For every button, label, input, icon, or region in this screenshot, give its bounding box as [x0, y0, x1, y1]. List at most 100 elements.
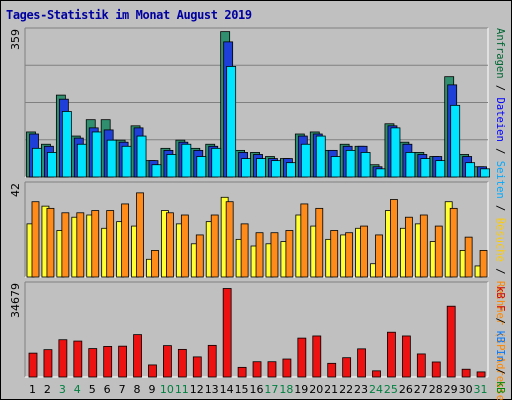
- bar-kbf-23: [357, 348, 366, 378]
- bar-kbf-30: [461, 368, 471, 378]
- x-tick-label-7: 7: [119, 383, 126, 396]
- bar-seiten-3: [61, 111, 72, 178]
- x-tick-label-19: 19: [294, 383, 308, 396]
- x-tick-label-3: 3: [59, 383, 66, 396]
- bar-seiten-2: [47, 152, 57, 178]
- bar-kbf-1: [28, 352, 38, 378]
- bar-seiten-9: [151, 164, 162, 178]
- bar-rechner-7: [121, 203, 130, 278]
- x-tick-label-24: 24: [369, 383, 383, 396]
- bar-seiten-17: [271, 160, 281, 178]
- x-tick-label-9: 9: [148, 383, 155, 396]
- y-max-label-1: 359: [9, 29, 22, 50]
- bar-rechner-24: [375, 234, 383, 278]
- bar-kbf-29: [446, 305, 456, 378]
- bar-kbf-16: [252, 361, 262, 378]
- x-tick-label-5: 5: [89, 383, 96, 396]
- legend-panel-3-item-4: kB Out: [494, 381, 506, 400]
- bar-seiten-4: [76, 143, 87, 178]
- x-tick-label-6: 6: [104, 383, 111, 396]
- bar-seiten-28: [435, 160, 446, 178]
- bar-seiten-26: [405, 152, 416, 178]
- bar-kbf-20: [312, 335, 322, 378]
- bar-seiten-13: [211, 147, 222, 178]
- bar-seiten-18: [286, 162, 296, 178]
- x-tick-label-31: 31: [474, 383, 488, 396]
- bar-kbf-12: [192, 356, 202, 378]
- bar-kbf-13: [207, 344, 217, 378]
- bar-kbf-28: [431, 361, 441, 378]
- bar-seiten-8: [136, 135, 147, 178]
- bar-rechner-20: [315, 207, 324, 278]
- legend-panel-3-item-0: kB F: [494, 286, 506, 311]
- bar-rechner-8: [136, 192, 144, 278]
- bar-kbf-7: [118, 345, 128, 378]
- bar-rechner-1: [31, 201, 40, 278]
- legend-panel-3: kB F / kB In / kB Out: [494, 286, 506, 400]
- bar-rechner-2: [46, 207, 55, 278]
- x-tick-label-10: 10: [160, 383, 174, 396]
- bar-rechner-12: [195, 234, 204, 278]
- x-tick-label-29: 29: [444, 383, 458, 396]
- bar-seiten-31: [480, 168, 490, 178]
- bar-rechner-14: [225, 201, 234, 278]
- panel-3: [25, 282, 488, 377]
- bar-kbf-4: [73, 340, 83, 378]
- y-max-label-2: 42: [9, 183, 22, 197]
- bar-seiten-7: [121, 145, 132, 178]
- legend-panel-1: Anfragen / Dateien / Seiten / Besuche / …: [494, 28, 506, 400]
- x-tick-label-16: 16: [250, 383, 264, 396]
- legend-panel-1-item-3: /: [494, 142, 506, 161]
- bar-seiten-12: [196, 156, 207, 178]
- bar-seiten-22: [345, 149, 356, 178]
- bar-rechner-16: [255, 232, 264, 278]
- bar-kbf-24: [372, 370, 381, 378]
- legend-panel-1-item-2: Dateien: [494, 98, 506, 142]
- bar-rechner-4: [76, 212, 85, 278]
- bar-seiten-20: [315, 135, 326, 178]
- legend-panel-1-item-0: Anfragen: [494, 28, 506, 79]
- bar-kbf-14: [222, 288, 232, 378]
- bar-rechner-9: [151, 250, 159, 278]
- bar-seiten-27: [420, 158, 431, 178]
- bar-seiten-29: [450, 104, 461, 178]
- legend-panel-3-item-3: /: [494, 362, 506, 381]
- bar-rechner-10: [166, 212, 174, 278]
- legend-panel-1-item-6: Besuche: [494, 218, 506, 262]
- legend-panel-3-item-1: /: [494, 311, 506, 330]
- bar-seiten-23: [360, 152, 371, 178]
- x-tick-label-2: 2: [44, 383, 51, 396]
- bar-kbf-18: [282, 358, 292, 378]
- x-tick-label-13: 13: [205, 383, 219, 396]
- bar-rechner-6: [106, 210, 115, 278]
- x-tick-label-15: 15: [235, 383, 249, 396]
- x-tick-label-21: 21: [324, 383, 338, 396]
- x-tick-label-4: 4: [74, 383, 81, 396]
- bar-kbf-19: [297, 337, 307, 378]
- x-tick-label-26: 26: [399, 383, 413, 396]
- legend-panel-1-item-7: /: [494, 262, 506, 281]
- bar-kbf-17: [267, 361, 277, 378]
- x-tick-label-12: 12: [190, 383, 204, 396]
- bar-seiten-24: [375, 168, 386, 178]
- bar-rechner-23: [360, 225, 368, 278]
- bar-kbf-11: [177, 348, 187, 378]
- bar-kbf-22: [342, 357, 352, 378]
- bar-rechner-31: [479, 250, 488, 278]
- bar-kbf-10: [163, 345, 172, 378]
- bar-rechner-3: [61, 212, 70, 278]
- bar-rechner-30: [464, 236, 473, 278]
- x-tick-label-28: 28: [429, 383, 443, 396]
- bar-kbf-3: [58, 339, 68, 378]
- bar-rechner-5: [91, 210, 100, 278]
- bar-rechner-21: [330, 230, 339, 278]
- bar-kbf-5: [88, 348, 98, 378]
- x-tick-label-18: 18: [279, 383, 293, 396]
- legend-panel-3-item-2: kB In: [494, 330, 506, 362]
- bar-rechner-28: [434, 225, 443, 278]
- bar-kbf-27: [416, 353, 426, 378]
- bar-rechner-29: [449, 207, 458, 278]
- bar-seiten-15: [241, 158, 251, 178]
- bar-seiten-21: [330, 156, 341, 178]
- bar-kbf-26: [401, 335, 411, 378]
